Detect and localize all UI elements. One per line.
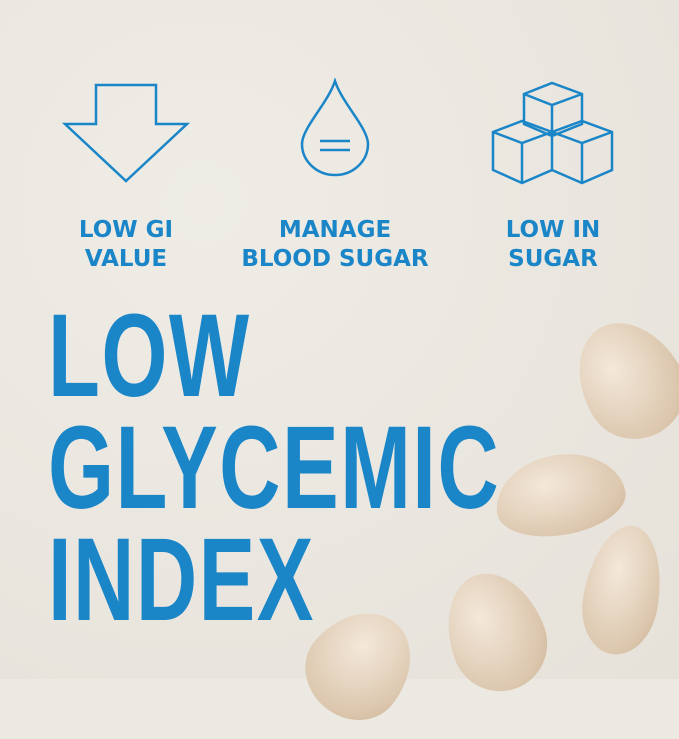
- headline-line-2: GLYCEMIC: [48, 402, 501, 534]
- headline-line-1: LOW: [48, 290, 251, 422]
- sugar-cubes-icon: [491, 81, 614, 185]
- water-drop-icon: [300, 78, 370, 177]
- feature-label-blood-sugar: MANAGE BLOOD SUGAR: [241, 217, 429, 272]
- feature-label-low-gi: LOW GI VALUE: [78, 217, 174, 272]
- headline-line-3: INDEX: [48, 514, 315, 646]
- feature-label-low-sugar: LOW IN SUGAR: [505, 217, 601, 272]
- paper-background: [0, 0, 679, 679]
- down-arrow-icon: [62, 83, 190, 183]
